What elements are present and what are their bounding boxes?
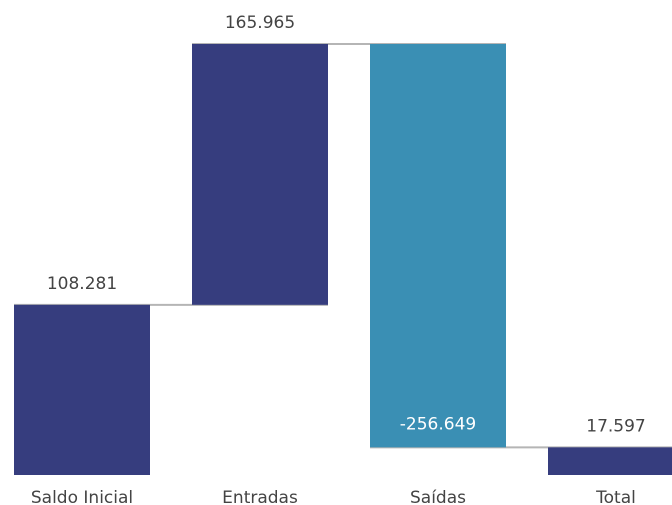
bar-sa-das bbox=[370, 44, 506, 448]
category-label: Total bbox=[595, 488, 636, 505]
bars bbox=[14, 44, 672, 475]
value-label: 17.597 bbox=[586, 416, 645, 436]
bar-saldo-inicial bbox=[14, 304, 150, 475]
value-label: 108.281 bbox=[47, 274, 117, 294]
category-labels: Saldo Inicial Entradas Saídas Total bbox=[31, 488, 636, 505]
bar-total bbox=[548, 447, 672, 475]
bar-entradas bbox=[192, 44, 328, 305]
value-label: -256.649 bbox=[400, 414, 476, 434]
category-label: Saldo Inicial bbox=[31, 488, 133, 505]
data-labels: 108.281 165.965 -256.649 17.597 bbox=[47, 13, 646, 436]
category-label: Entradas bbox=[222, 488, 298, 505]
category-label: Saídas bbox=[410, 488, 466, 505]
value-label: 165.965 bbox=[225, 13, 295, 33]
